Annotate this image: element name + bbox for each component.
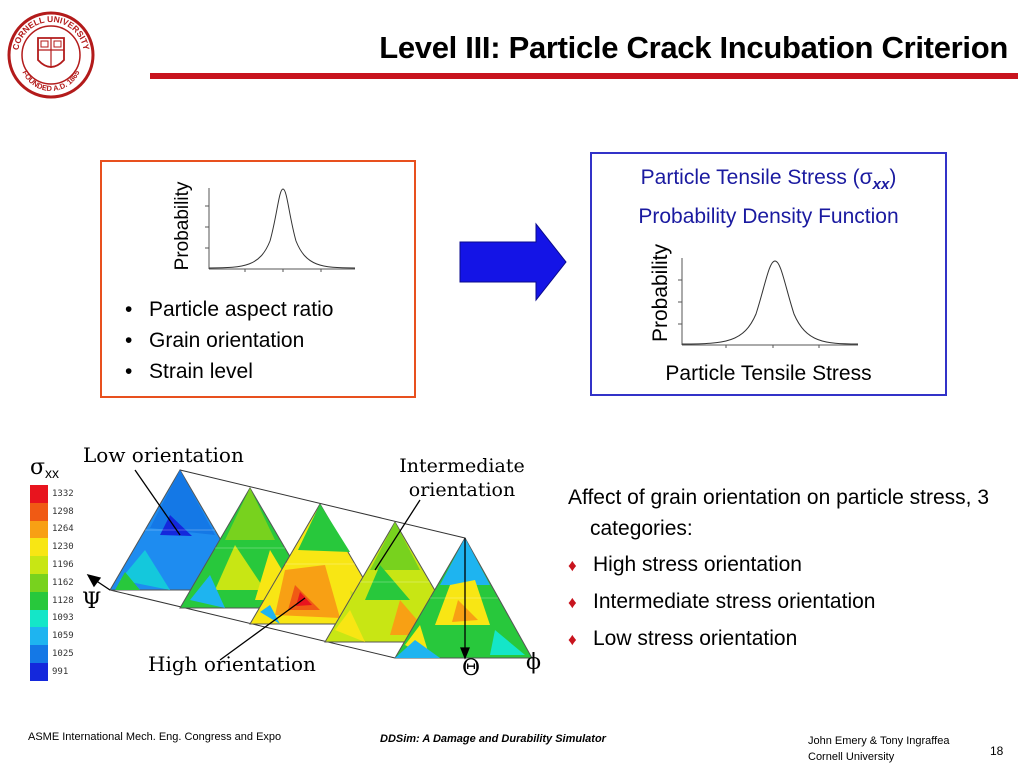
legend-value: 1230: [52, 542, 74, 553]
legend-swatch: [30, 627, 48, 646]
legend-value: 1093: [52, 613, 74, 624]
footer-authors: John Emery & Tony Ingraffea Cornell Univ…: [808, 735, 950, 763]
right-bell-curve: [681, 260, 859, 345]
legend-row: 1162: [30, 573, 74, 592]
list-item: Strain level: [125, 356, 333, 387]
stress-symbol: σxx: [30, 455, 60, 481]
psi-axis-label: Ψ: [82, 589, 102, 614]
right-plot-xlabel: Particle Tensile Stress: [665, 362, 872, 385]
input-parameters-box: [100, 160, 416, 398]
legend-value: 1162: [52, 577, 74, 588]
legend-value: 991: [52, 666, 69, 677]
diamond-bullet-icon: ♦: [568, 630, 577, 649]
orientation-stress-figure: [86, 469, 533, 661]
legend-value: 1196: [52, 560, 74, 571]
legend-value: 1059: [52, 631, 74, 642]
diamond-bullet-icon: ♦: [568, 593, 577, 612]
title-underline: [150, 73, 1018, 79]
left-distribution-plot: [205, 188, 356, 272]
legend-row: 1025: [30, 645, 74, 663]
description-intro: Affect of grain orientation on particle …: [568, 486, 990, 540]
orientation-description: Affect of grain orientation on particle …: [568, 482, 1008, 660]
legend-row: 1196: [30, 556, 74, 574]
legend-value: 1332: [52, 488, 74, 499]
slide-title: Level III: Particle Crack Incubation Cri…: [379, 30, 1008, 65]
legend-swatch: [30, 573, 48, 592]
triangle-5: [394, 536, 533, 659]
low-orientation-label: Low orientation: [83, 443, 244, 467]
theta-axis-label: Θ: [462, 656, 481, 681]
legend-swatch: [30, 485, 48, 503]
footer-project: DDSim: A Damage and Durability Simulator: [380, 733, 606, 745]
list-item: ♦ High stress orientation: [568, 549, 1008, 586]
legend-row: 1230: [30, 538, 74, 557]
legend-swatch: [30, 502, 48, 521]
stress-legend: 1332 1298 1264 1230 1196 1162 1128 1093 …: [30, 485, 74, 681]
legend-swatch: [30, 556, 48, 574]
right-arrow-icon: [459, 222, 567, 302]
legend-value: 1025: [52, 649, 74, 660]
cornell-seal-icon: CORNELL UNIVERSITY FOUNDED A.D. 1865: [7, 11, 95, 99]
legend-value: 1264: [52, 524, 74, 535]
legend-swatch: [30, 520, 48, 539]
phi-axis-label: ϕ: [526, 650, 541, 675]
legend-row: 1128: [30, 591, 74, 610]
legend-value: 1298: [52, 506, 74, 517]
list-item: Grain orientation: [125, 325, 333, 356]
list-item: ♦ Intermediate stress orientation: [568, 586, 1008, 623]
legend-swatch: [30, 645, 48, 663]
legend-row: 1298: [30, 502, 74, 521]
legend-swatch: [30, 538, 48, 557]
high-orientation-label: High orientation: [148, 652, 316, 676]
legend-row: 1332: [30, 485, 74, 503]
legend-swatch: [30, 609, 48, 628]
page-number: 18: [990, 744, 1004, 758]
list-item: ♦ Low stress orientation: [568, 623, 1008, 660]
left-bell-curve: [208, 188, 356, 269]
legend-row: 1059: [30, 627, 74, 646]
left-plot-ylabel: Probability: [172, 181, 193, 271]
right-distribution-plot: [678, 258, 859, 348]
legend-row: 991: [30, 662, 74, 681]
pdf-output-box: [590, 152, 947, 396]
legend-value: 1128: [52, 595, 74, 606]
legend-swatch: [30, 662, 48, 681]
right-plot-ylabel: Probability: [649, 243, 672, 343]
legend-row: 1264: [30, 520, 74, 539]
parameter-list: Particle aspect ratio Grain orientation …: [125, 294, 333, 387]
pdf-title: Particle Tensile Stress (σxx) Probabilit…: [638, 166, 899, 229]
diamond-bullet-icon: ♦: [568, 556, 577, 575]
legend-swatch: [30, 591, 48, 610]
intermediate-orientation-label: Intermediate orientation: [399, 455, 525, 501]
footer-conference: ASME International Mech. Eng. Congress a…: [28, 731, 282, 743]
list-item: Particle aspect ratio: [125, 294, 333, 325]
legend-row: 1093: [30, 609, 74, 628]
